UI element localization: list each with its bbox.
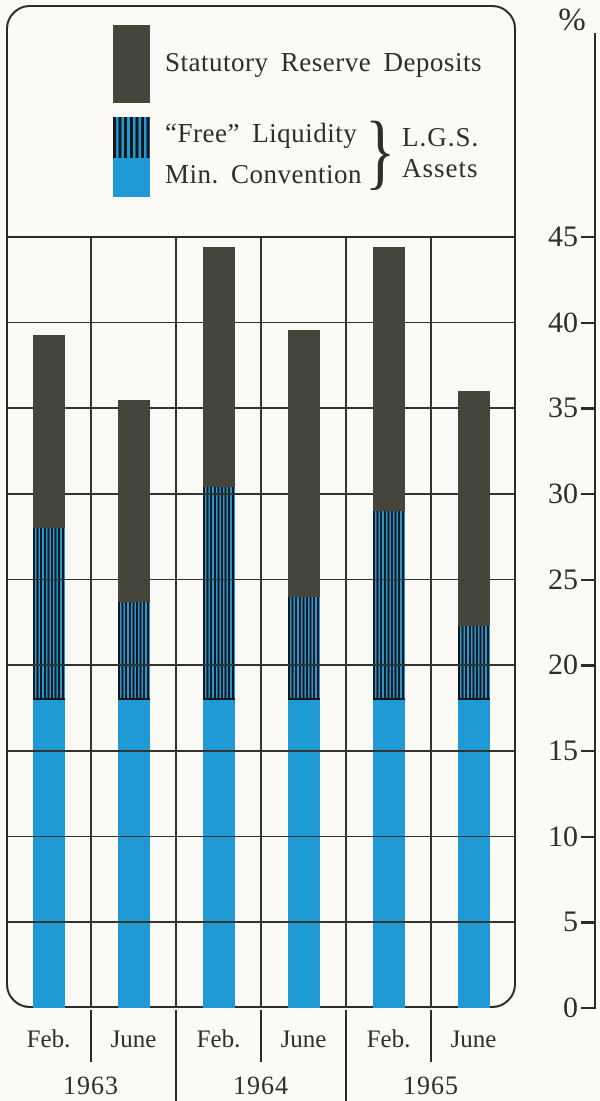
y-axis-tick-label: 10 bbox=[548, 819, 578, 853]
y-axis-tick-label: 25 bbox=[548, 562, 578, 596]
lgs-assets-label-line2: Assets bbox=[402, 153, 479, 183]
bar-segment-free-liquidity bbox=[202, 487, 235, 700]
bar-segment-free-liquidity bbox=[457, 625, 490, 700]
y-axis-tick-label: 45 bbox=[548, 220, 578, 253]
y-axis-tick-label: 40 bbox=[548, 305, 578, 339]
v-gridline bbox=[175, 238, 177, 1008]
y-axis-tick-label: 5 bbox=[563, 905, 578, 939]
y-axis-tick bbox=[581, 578, 596, 581]
bar-segment-min-convention bbox=[202, 699, 235, 1008]
y-axis-unit-label: % bbox=[558, 2, 586, 38]
bar-segment-free-liquidity bbox=[287, 596, 320, 700]
bar-segment-statutory-reserve bbox=[372, 247, 405, 512]
x-axis-month-label: Feb. bbox=[366, 1026, 411, 1053]
bar-segment-statutory-reserve bbox=[287, 329, 320, 597]
bar-segment-statutory-reserve bbox=[117, 399, 150, 602]
y-axis-tick bbox=[581, 664, 596, 667]
month-separator bbox=[430, 1010, 432, 1062]
bar-segment-free-liquidity bbox=[32, 528, 65, 700]
year-separator bbox=[175, 1010, 177, 1101]
y-axis-tick-label: 20 bbox=[548, 648, 578, 682]
bar-segment-statutory-reserve bbox=[202, 247, 235, 488]
y-axis-tick-label: 35 bbox=[548, 391, 578, 425]
legend-swatch-statutory-reserve bbox=[113, 25, 150, 103]
v-gridline bbox=[260, 238, 262, 1008]
y-axis-line bbox=[594, 33, 597, 1009]
y-axis-tick-label: 30 bbox=[548, 477, 578, 510]
legend-plot-divider bbox=[7, 236, 515, 238]
legend-label-free-liquidity: “Free” Liquidity bbox=[165, 118, 358, 148]
bar-segment-min-convention bbox=[32, 699, 65, 1008]
bar-segment-statutory-reserve bbox=[32, 334, 65, 529]
bar-segment-free-liquidity bbox=[372, 511, 405, 700]
bar-segment-free-liquidity bbox=[117, 601, 150, 700]
lgs-assets-label-line1: L.G.S. bbox=[402, 122, 480, 152]
y-axis-tick bbox=[581, 750, 596, 753]
year-separator bbox=[345, 1010, 347, 1101]
legend-label-min-convention: Min. Convention bbox=[165, 159, 363, 189]
x-axis-year-label: 1965 bbox=[403, 1071, 459, 1100]
y-axis-tick bbox=[581, 236, 596, 239]
bar-segment-min-convention bbox=[117, 699, 150, 1008]
x-axis-month-label: Feb. bbox=[26, 1026, 71, 1053]
v-gridline bbox=[345, 238, 347, 1008]
lgs-brace: } bbox=[365, 105, 396, 198]
y-axis-tick bbox=[581, 921, 596, 924]
x-axis-month-label: June bbox=[110, 1026, 157, 1053]
x-axis-month-label: Feb. bbox=[196, 1026, 241, 1053]
y-axis-tick bbox=[581, 493, 596, 496]
x-axis-year-label: 1964 bbox=[233, 1071, 289, 1100]
x-axis-year-label: 1963 bbox=[63, 1071, 119, 1100]
v-gridline bbox=[90, 238, 92, 1008]
bar-segment-statutory-reserve bbox=[457, 391, 490, 626]
y-axis-tick bbox=[581, 1007, 596, 1010]
y-axis-tick bbox=[581, 835, 596, 838]
legend-swatch-min-convention bbox=[113, 158, 150, 197]
legend-swatch-free-liquidity bbox=[113, 117, 150, 158]
legend-label-statutory-reserve: Statutory Reserve Deposits bbox=[165, 47, 482, 77]
bar-segment-min-convention bbox=[287, 699, 320, 1008]
month-separator bbox=[90, 1010, 92, 1062]
y-axis-tick-label: 15 bbox=[548, 734, 578, 767]
x-axis-month-label: June bbox=[280, 1026, 327, 1053]
y-axis-tick bbox=[581, 407, 596, 410]
x-axis-month-label: June bbox=[450, 1026, 497, 1053]
v-gridline bbox=[430, 238, 432, 1008]
month-separator bbox=[260, 1010, 262, 1062]
y-axis-tick-label: 0 bbox=[563, 991, 578, 1024]
y-axis-tick bbox=[581, 321, 596, 324]
bar-segment-min-convention bbox=[372, 699, 405, 1008]
bar-segment-min-convention bbox=[457, 699, 490, 1008]
